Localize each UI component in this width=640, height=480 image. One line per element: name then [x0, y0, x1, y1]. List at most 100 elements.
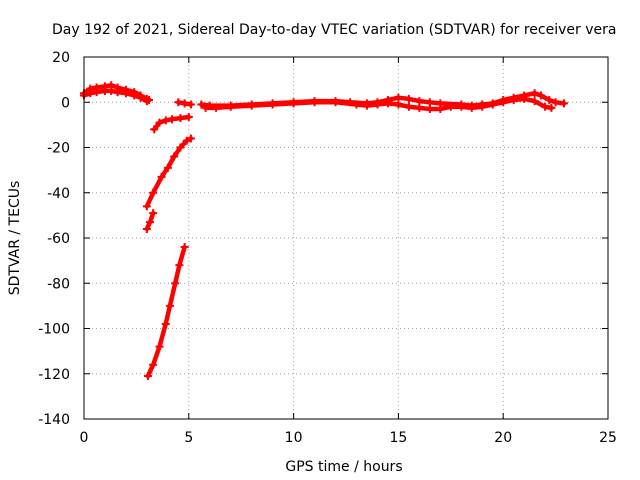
data-point [436, 105, 445, 114]
data-point [425, 98, 434, 107]
data-point [107, 86, 116, 95]
data-point [121, 89, 130, 98]
data-point [331, 98, 340, 107]
data-point [530, 89, 539, 98]
data-point [197, 100, 206, 109]
data-point [92, 88, 101, 97]
data-point [143, 372, 152, 381]
data-point [186, 134, 195, 143]
data-point [136, 93, 145, 102]
data-point [394, 93, 403, 102]
y-tick-label: -140 [38, 412, 70, 428]
data-point [509, 95, 518, 104]
data-point [149, 188, 158, 197]
data-point [541, 102, 550, 111]
data-point [86, 89, 95, 98]
y-tick-label: -80 [47, 276, 70, 292]
data-point [165, 301, 174, 310]
data-point [425, 105, 434, 114]
data-point [149, 360, 158, 369]
data-point [142, 97, 151, 106]
data-point [394, 100, 403, 109]
data-point [247, 101, 256, 110]
data-point [547, 103, 556, 112]
x-axis-label: GPS time / hours [285, 459, 402, 475]
x-tick-label: 20 [494, 430, 512, 446]
y-tick-label: 20 [52, 50, 70, 66]
axis-ticks: 0 5 10 15 20 25 20 0 -20 -40 -60 -80 -100 -120 -140 [38, 50, 617, 446]
data-point [175, 261, 184, 270]
data-point [352, 100, 361, 109]
series-drop-medium [142, 134, 195, 211]
data-point [161, 319, 170, 328]
data-point [180, 243, 189, 252]
data-point [184, 112, 193, 121]
x-tick-label: 10 [285, 430, 303, 446]
chart-title: Day 192 of 2021, Sidereal Day-to-day VTE… [52, 22, 616, 38]
data-point [383, 99, 392, 108]
data-point [157, 172, 166, 181]
data-point [142, 224, 151, 233]
data-point [467, 103, 476, 112]
y-tick-label: -120 [38, 367, 70, 383]
series-recovery-upper [150, 112, 193, 134]
data-point [212, 103, 221, 112]
y-tick-label: 0 [61, 95, 70, 111]
data-point [146, 218, 155, 227]
series-line [144, 136, 194, 209]
x-tick-label: 5 [184, 430, 193, 446]
data-point [559, 99, 568, 108]
series-drop-deep [143, 243, 189, 381]
data-point [310, 98, 319, 107]
data-point [142, 202, 151, 211]
plot-frame [83, 56, 609, 420]
data-point [545, 95, 554, 104]
data-point [415, 97, 424, 106]
y-axis-label: SDTVAR / TECUs [7, 181, 23, 296]
data-point [180, 99, 189, 108]
data-point [530, 97, 539, 106]
data-point [362, 101, 371, 110]
x-tick-label: 25 [599, 430, 617, 446]
data-point [130, 91, 139, 100]
data-series [80, 81, 568, 381]
y-tick-label: -40 [47, 186, 70, 202]
data-point [478, 102, 487, 111]
data-point [168, 115, 177, 124]
data-point [163, 163, 172, 172]
data-point [186, 100, 195, 109]
data-point [373, 100, 382, 109]
data-point [268, 100, 277, 109]
data-point [182, 136, 191, 145]
data-point [404, 102, 413, 111]
data-point [113, 88, 122, 97]
data-point [415, 103, 424, 112]
grid [84, 57, 608, 419]
data-point [201, 103, 210, 112]
y-tick-label: -20 [47, 141, 70, 157]
data-point [174, 98, 183, 107]
data-point [488, 100, 497, 109]
data-point [176, 143, 185, 152]
data-point [155, 118, 164, 127]
data-point [289, 99, 298, 108]
data-point [551, 98, 560, 107]
series-gap-fragment [174, 98, 195, 109]
data-point [155, 342, 164, 351]
data-point [176, 114, 185, 123]
data-point [161, 116, 170, 125]
y-tick-label: -60 [47, 231, 70, 247]
data-point [170, 152, 179, 161]
data-point [446, 102, 455, 111]
data-point [226, 102, 235, 111]
data-point [499, 98, 508, 107]
series-line [203, 96, 554, 112]
data-point [404, 94, 413, 103]
series-drop-short [142, 209, 158, 233]
x-tick-label: 15 [389, 430, 407, 446]
y-tick-label: -100 [38, 322, 70, 338]
series-main-lower [201, 94, 556, 114]
data-point [150, 125, 159, 134]
data-point [171, 279, 180, 288]
